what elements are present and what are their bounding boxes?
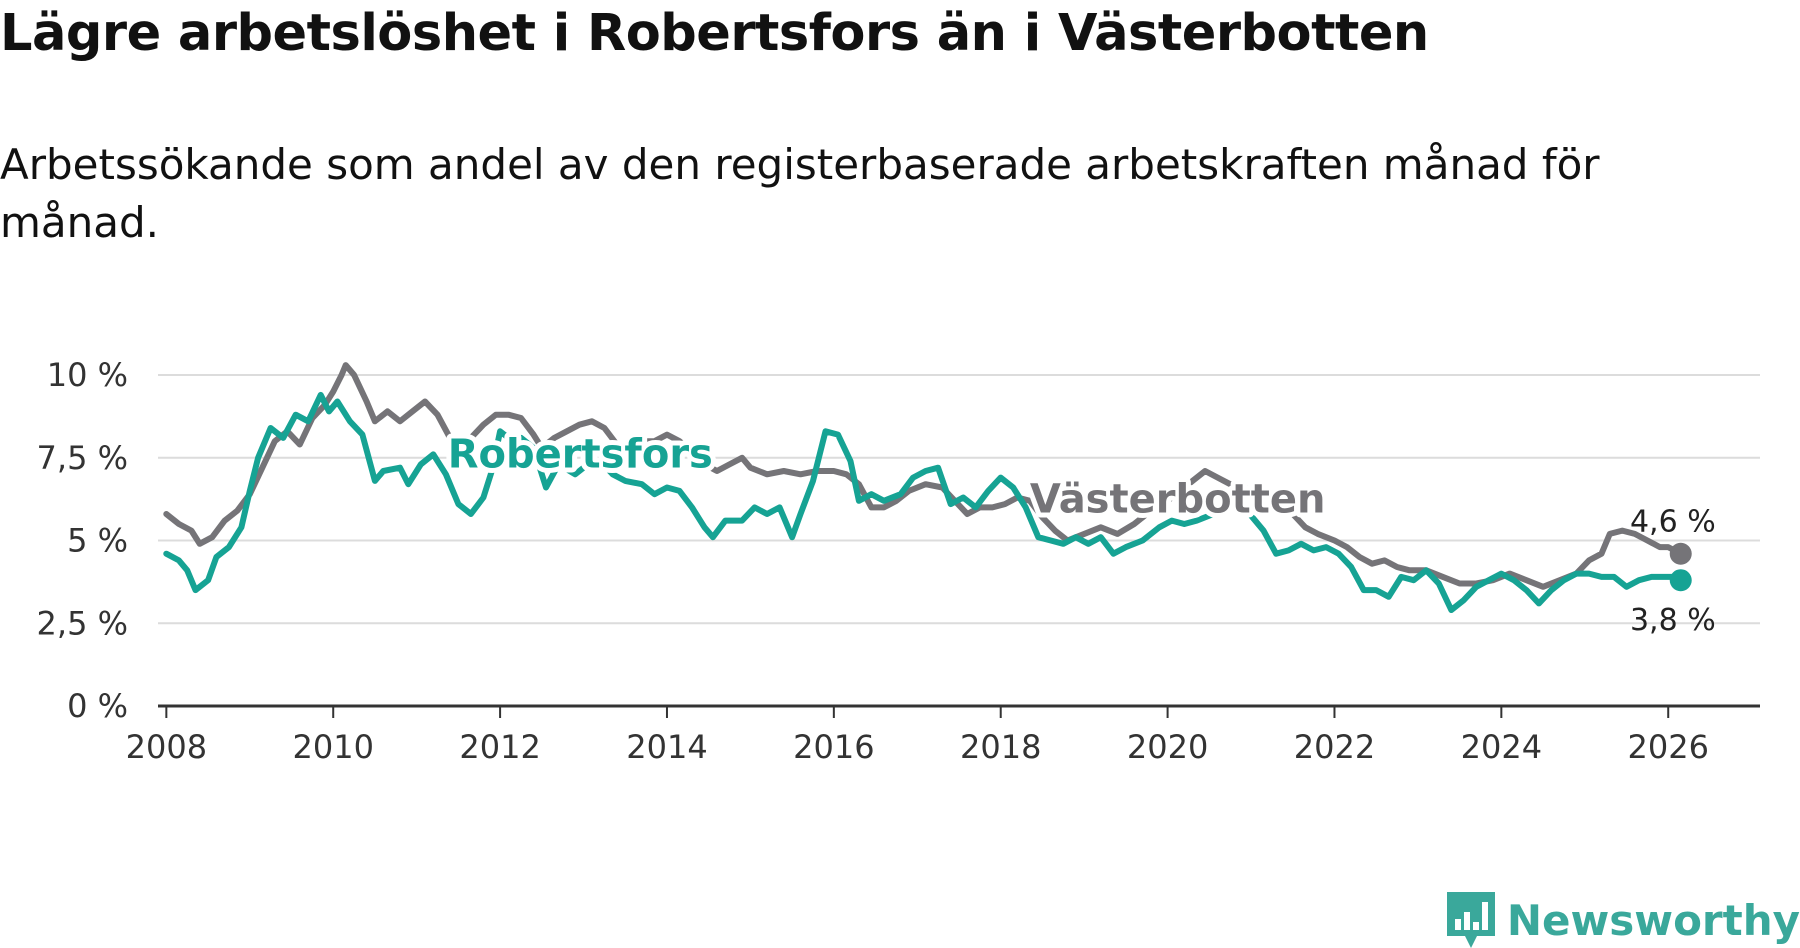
- series-line-robertsfors: [163, 391, 1684, 613]
- end-value-label-robertsfors: 3,8 %: [1630, 603, 1716, 638]
- newsworthy-logo-text: Newsworthy: [1506, 895, 1800, 945]
- series-end-point-robertsfors: [1669, 569, 1692, 592]
- x-tick-label: 2018: [960, 728, 1041, 766]
- x-tick-label: 2020: [1127, 728, 1208, 766]
- chart-title: Lägre arbetslöshet i Robertsfors än i Vä…: [0, 4, 1429, 63]
- series-label-robertsfors: Robertsfors: [448, 432, 713, 478]
- chart-subtitle: Arbetssökande som andel av den registerb…: [0, 140, 1600, 247]
- x-axis: 2008 2010 2012 2014 2016 2018 2020 2022 2024 2026: [126, 704, 1760, 766]
- series-labels: Västerbotten Robertsfors 4,6 % 3,8 %: [443, 427, 1716, 639]
- x-tick-label: 2008: [126, 728, 207, 766]
- x-tick-label: 2022: [1294, 728, 1375, 766]
- y-axis-labels: 0 % 2,5 % 5 % 7,5 % 10 %: [37, 356, 128, 725]
- series-line-vasterbotten: [163, 362, 1684, 590]
- series-label-vasterbotten: Västerbotten: [1030, 476, 1326, 522]
- x-tick-label: 2010: [293, 728, 374, 766]
- y-tick-label: 10 %: [47, 356, 128, 394]
- x-tick-label: 2024: [1461, 728, 1542, 766]
- y-tick-label: 5 %: [67, 522, 128, 560]
- y-tick-label: 7,5 %: [37, 439, 128, 477]
- x-tick-label: 2014: [626, 728, 707, 766]
- series-end-point-vasterbotten: [1669, 542, 1692, 565]
- x-tick-label: 2016: [793, 728, 874, 766]
- y-tick-label: 0 %: [67, 687, 128, 725]
- x-tick-label: 2012: [459, 728, 540, 766]
- newsworthy-logo-icon: [1446, 892, 1495, 948]
- end-value-label-vasterbotten: 4,6 %: [1630, 505, 1716, 540]
- y-tick-label: 2,5 %: [37, 604, 128, 642]
- series-lines: [163, 362, 1692, 613]
- x-tick-label: 2026: [1628, 728, 1709, 766]
- newsworthy-logo: Newsworthy: [1446, 892, 1800, 948]
